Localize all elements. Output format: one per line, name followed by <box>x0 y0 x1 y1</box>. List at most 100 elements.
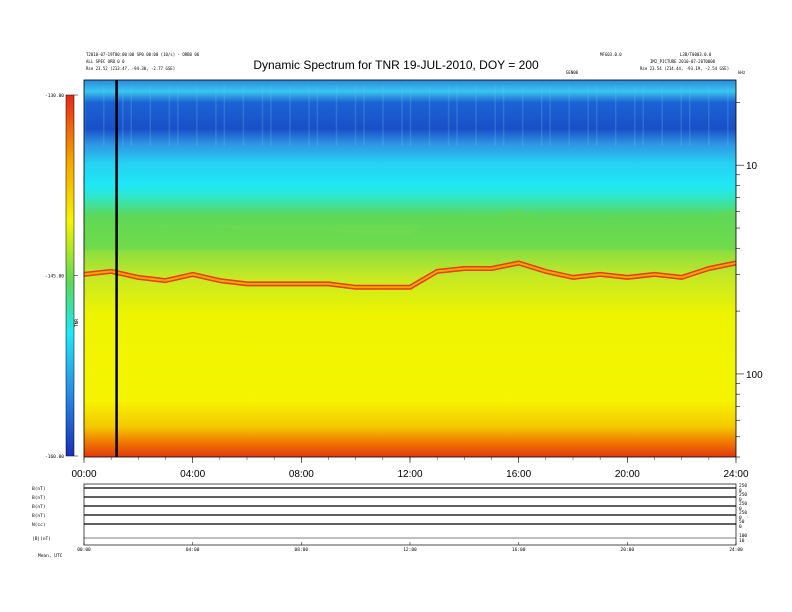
spectral-streak <box>103 86 105 146</box>
spectral-streak <box>475 86 477 146</box>
spectral-streak <box>177 86 179 146</box>
lower-time-tick-label: 20:00 <box>621 547 635 553</box>
time-tick-label: 12:00 <box>397 469 422 480</box>
spectral-streak <box>316 86 319 146</box>
spectral-streak <box>149 86 152 146</box>
spectral-streak <box>688 86 691 146</box>
spectral-streak <box>270 86 272 146</box>
frequency-tick-label: 100 <box>746 370 763 381</box>
spectral-streak <box>587 86 589 146</box>
spectral-streak <box>633 86 636 146</box>
spectral-streak <box>335 86 338 146</box>
lower-time-tick-label: 08:00 <box>295 547 309 553</box>
lower-time-tick-label: 00:00 <box>77 547 91 553</box>
spectral-streak <box>568 86 570 146</box>
spectrogram-background <box>84 80 736 457</box>
meta-right-2: IM2_PICTURE 2010-07-20T0000 <box>650 59 716 64</box>
lower-panel-row-label: B(nT) <box>32 495 46 501</box>
spectral-streak <box>540 86 543 146</box>
colorbar <box>65 94 75 457</box>
time-tick-label: 20:00 <box>615 469 640 480</box>
spectral-streak <box>363 86 365 146</box>
chart-title: Dynamic Spectrum for TNR 19-JUL-2010, DO… <box>253 58 539 72</box>
meta-right-3: Rse 23.54 (214.44, -93.19, -2.54 GSE) <box>640 66 730 71</box>
frequency-tick-label: 10 <box>746 161 758 172</box>
lower-panel-row-label: B(nT) <box>32 513 46 519</box>
meta-left-1: T2010-07-19T00:00:00 SP0 00:00 (10/s) - … <box>86 52 200 57</box>
spectral-streak <box>122 86 124 146</box>
spectral-streak <box>401 86 403 146</box>
spectral-streak <box>661 86 663 146</box>
lower-panel-row-label: B(nT) <box>32 504 46 510</box>
spectral-streak <box>382 86 384 146</box>
spectral-streak <box>130 86 133 146</box>
spectral-streak <box>595 86 598 146</box>
spectral-streak <box>502 86 505 146</box>
lower-time-tick-label: 16:00 <box>512 547 526 553</box>
spectral-streak <box>354 86 357 146</box>
lower-panel-right-tick: 10 <box>739 538 745 544</box>
spectral-streak <box>494 86 496 146</box>
spectral-streak <box>614 86 617 146</box>
meta-left-3: Rse 23.52 (213.47, -94.30, -2.77 GSE) <box>86 66 176 71</box>
spectral-streak <box>680 86 683 146</box>
colorbar-tick-label: -160.00 <box>45 454 64 460</box>
colorbar-tick-label: -145.00 <box>45 274 64 280</box>
time-tick-label: 08:00 <box>289 469 314 480</box>
time-tick-label: 04:00 <box>180 469 205 480</box>
freq-unit: kHz <box>738 70 746 75</box>
meta-right-1: L3B/T0003.0.0 <box>680 52 712 57</box>
spectrogram-bands <box>84 86 736 250</box>
spectral-streak <box>447 86 450 146</box>
lower-panel-right-tick: 0 <box>739 497 742 503</box>
lower-panel-right-tick: 0 <box>739 488 742 494</box>
lower-panel-right-tick: 0 <box>739 524 742 530</box>
spectral-streak <box>223 86 226 146</box>
spectral-streak <box>521 86 524 146</box>
lower-time-tick-label: 12:00 <box>403 547 417 553</box>
time-tick-label: 24:00 <box>723 469 748 480</box>
colorbar-ticks: -130.00 -145.00 -160.00 <box>45 93 78 460</box>
spectral-streak <box>708 86 710 146</box>
spectral-streak <box>428 86 431 146</box>
lower-panel-right-tick: 0 <box>739 515 742 521</box>
spectral-streak <box>308 86 310 146</box>
spectral-streak <box>215 86 217 146</box>
spectral-streak <box>549 86 551 146</box>
lower-panel-right-tick: 250 <box>739 501 747 507</box>
spectral-streak <box>642 86 644 146</box>
spectral-streak <box>456 86 458 146</box>
lower-panel-right-tick: 100 <box>739 533 747 539</box>
lower-panel-row-label: |B|(nT) <box>32 536 51 542</box>
spectral-streak <box>261 86 264 146</box>
time-axis: 00:00 04:00 08:00 12:00 16:00 20:00 24:00 <box>71 457 749 480</box>
meta-center-small: GEN00 <box>566 70 579 75</box>
spectral-streak <box>289 86 291 146</box>
spectral-streak <box>242 86 245 146</box>
lower-panel-right-tick: 250 <box>739 492 747 498</box>
meta-left-2: ALL SPEC ORB 0 0 <box>86 59 125 64</box>
lower-panel-row-label: N(cc) <box>32 522 46 528</box>
green-band-fill <box>84 197 736 250</box>
lower-panel-row-label: B(nT) <box>32 486 46 492</box>
frequency-axis: 100 10 <box>736 102 763 458</box>
lower-panel-right-tick: 250 <box>739 483 747 489</box>
time-tick-label: 00:00 <box>71 469 96 480</box>
lower-time-tick-label: 04:00 <box>186 547 200 553</box>
spectral-streak <box>196 86 198 146</box>
spectral-streak <box>409 86 412 146</box>
spectral-streak <box>727 86 729 146</box>
spectral-streak <box>168 86 171 146</box>
emission-glow <box>83 262 737 289</box>
lower-panel-right-tick: 0 <box>739 506 742 512</box>
colorbar-tick-label: -130.00 <box>45 93 64 99</box>
spectral-streak <box>84 86 86 146</box>
lower-time-tick-label: 24:00 <box>729 547 743 553</box>
time-tick-label: 16:00 <box>506 469 531 480</box>
meta-mid-1: MFG03.0.0 <box>600 52 622 57</box>
lower-panel-corner-label: Mean, UTC <box>38 553 63 559</box>
colorbar-label: TNR <box>74 319 80 327</box>
lower-panels: B(nT)2500B(nT)2500B(nT)2500B(nT)2500N(cc… <box>32 483 747 559</box>
lower-panel-right-tick: 50 <box>739 519 745 525</box>
